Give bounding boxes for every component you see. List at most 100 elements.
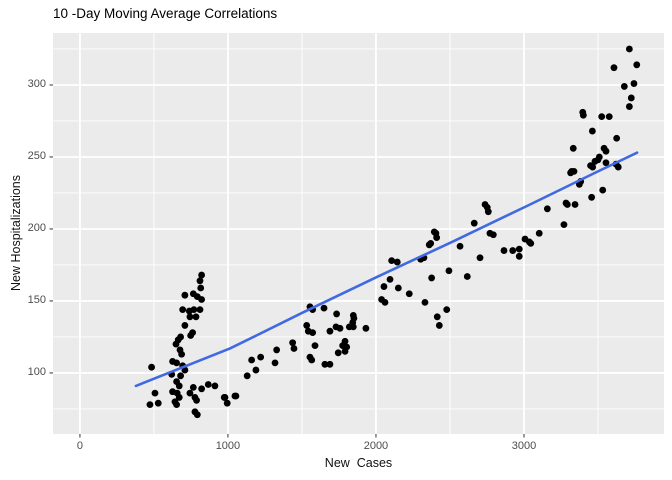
x-tick-label: 1000: [215, 440, 241, 452]
data-point: [181, 322, 189, 329]
data-point: [470, 219, 478, 227]
data-point: [394, 284, 402, 292]
data-point: [515, 252, 523, 260]
y-tick-label: 150: [27, 294, 46, 307]
data-point: [192, 313, 200, 321]
data-point: [381, 298, 389, 306]
data-point: [204, 381, 212, 388]
data-point: [173, 401, 180, 409]
data-point: [232, 392, 240, 400]
data-point: [610, 64, 618, 72]
data-point: [443, 306, 451, 313]
data-point: [172, 340, 180, 348]
data-point: [186, 313, 194, 321]
data-point: [421, 298, 429, 306]
data-point: [175, 394, 183, 401]
data-point: [433, 313, 441, 321]
data-point: [290, 345, 298, 352]
data-point: [173, 359, 180, 367]
data-point: [273, 346, 281, 354]
data-point: [223, 399, 231, 407]
data-point: [181, 291, 189, 299]
data-point: [598, 113, 606, 121]
data-point: [309, 329, 317, 337]
data-point: [386, 275, 394, 283]
data-point: [605, 113, 613, 121]
data-point: [560, 221, 568, 229]
data-point: [349, 323, 357, 331]
data-point: [543, 205, 551, 213]
data-point: [197, 284, 205, 292]
data-point: [627, 94, 635, 102]
data-point: [602, 147, 610, 155]
data-point: [146, 401, 154, 409]
data-point: [334, 349, 342, 357]
data-point: [336, 324, 344, 332]
data-point: [515, 245, 523, 253]
data-point: [333, 310, 340, 318]
data-point: [193, 396, 200, 404]
data-point: [433, 234, 441, 242]
data-point: [567, 169, 575, 177]
data-point: [445, 267, 453, 275]
x-axis-title: New Cases: [324, 456, 393, 470]
data-point: [633, 61, 641, 69]
data-point: [198, 296, 206, 303]
data-point: [527, 239, 535, 247]
data-point: [620, 83, 628, 90]
data-point: [456, 242, 464, 250]
data-point: [614, 163, 622, 171]
data-point: [405, 290, 413, 298]
data-point: [489, 231, 497, 239]
data-point: [463, 273, 471, 280]
data-point: [177, 372, 184, 380]
data-point: [148, 363, 155, 371]
data-point: [625, 103, 633, 110]
data-point: [271, 359, 279, 367]
data-point: [326, 327, 334, 335]
data-point: [563, 201, 571, 208]
data-point: [602, 159, 610, 167]
data-point: [594, 156, 602, 164]
data-point: [380, 283, 388, 290]
data-point: [178, 350, 186, 358]
data-point: [599, 186, 607, 194]
data-point: [393, 258, 401, 266]
data-point: [243, 372, 251, 380]
data-point: [303, 322, 311, 329]
data-point: [362, 324, 370, 332]
data-point: [179, 306, 187, 313]
data-point: [248, 356, 256, 364]
data-point: [289, 339, 297, 347]
data-point: [311, 342, 319, 349]
data-point: [476, 254, 484, 262]
data-point: [257, 353, 265, 361]
data-point: [630, 80, 638, 87]
data-point: [341, 347, 349, 355]
data-point: [196, 306, 204, 313]
data-point: [190, 306, 198, 313]
trend-line: [134, 151, 639, 388]
data-point: [569, 144, 577, 152]
data-point: [425, 241, 433, 249]
data-point: [571, 201, 579, 208]
data-point: [211, 382, 219, 390]
data-point: [189, 383, 197, 391]
data-point: [189, 329, 196, 337]
data-point: [154, 399, 162, 407]
data-point: [221, 394, 229, 401]
data-point: [196, 277, 204, 285]
y-tick-label: 200: [27, 222, 46, 235]
data-point: [321, 360, 329, 368]
data-point: [151, 389, 159, 397]
data-point: [252, 366, 260, 374]
data-point: [388, 257, 396, 265]
data-point: [588, 127, 596, 135]
chart-title: 10 -Day Moving Average Correlations: [53, 6, 278, 21]
data-point: [193, 411, 201, 419]
data-point: [198, 385, 206, 393]
data-point: [509, 247, 517, 254]
data-point: [320, 304, 328, 312]
data-point: [308, 356, 316, 364]
